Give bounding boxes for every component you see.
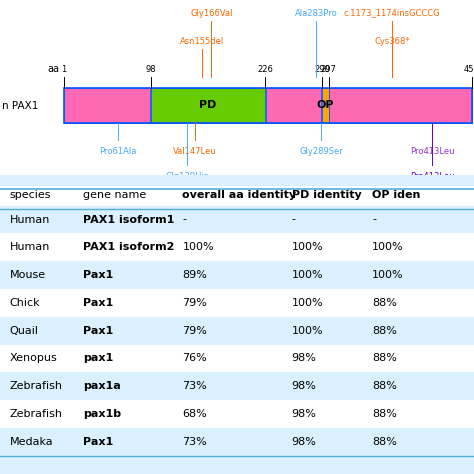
Text: pax1: pax1: [83, 354, 113, 364]
Text: Quail: Quail: [9, 326, 38, 336]
Text: PAX1 isoform1: PAX1 isoform1: [83, 215, 174, 225]
Text: PAX1 isoform2: PAX1 isoform2: [83, 242, 174, 252]
Text: 79%: 79%: [182, 298, 207, 308]
Bar: [0, 345, 474, 372]
Text: PD identity: PD identity: [292, 190, 361, 200]
Text: aa: aa: [47, 64, 59, 73]
Text: Pro413Leu: Pro413Leu: [410, 147, 455, 156]
Text: n PAX1: n PAX1: [2, 101, 39, 111]
Bar: [0, 206, 474, 234]
Text: Gly289Ser: Gly289Ser: [300, 147, 343, 156]
Text: 98%: 98%: [292, 409, 316, 419]
Text: 100%: 100%: [292, 326, 323, 336]
Bar: [0, 400, 474, 428]
Text: OP iden: OP iden: [372, 190, 420, 200]
Text: 88%: 88%: [372, 381, 397, 391]
Text: 297: 297: [320, 64, 337, 73]
Bar: [0, 261, 474, 289]
Text: Mouse: Mouse: [9, 270, 46, 280]
Text: 98%: 98%: [292, 354, 316, 364]
Text: 68%: 68%: [182, 409, 207, 419]
Text: Pax1: Pax1: [83, 437, 113, 447]
Text: Pro61Ala: Pro61Ala: [99, 147, 137, 156]
Text: 79%: 79%: [182, 326, 207, 336]
Text: 98: 98: [146, 64, 156, 73]
Text: OP: OP: [317, 100, 334, 110]
Text: Pro413Leu: Pro413Leu: [410, 172, 455, 181]
Text: Zebrafish: Zebrafish: [9, 381, 63, 391]
Text: Val147Leu: Val147Leu: [173, 147, 216, 156]
Text: 88%: 88%: [372, 298, 397, 308]
Bar: [0, 186, 474, 209]
Bar: [266, 88, 321, 123]
Text: 73%: 73%: [182, 437, 207, 447]
Text: 88%: 88%: [372, 354, 397, 364]
Bar: [0, 317, 474, 345]
Text: Asn155del: Asn155del: [180, 36, 224, 46]
Text: 100%: 100%: [372, 242, 404, 252]
Bar: [0, 428, 474, 456]
Bar: [64, 88, 472, 123]
Text: c.1173_1174insGCCCG: c.1173_1174insGCCCG: [344, 9, 440, 18]
Text: Zebrafish: Zebrafish: [9, 409, 63, 419]
Text: 98%: 98%: [292, 381, 316, 391]
Text: Xenopus: Xenopus: [9, 354, 57, 364]
Text: Human: Human: [9, 242, 50, 252]
Text: 1: 1: [61, 64, 67, 73]
Text: Ala283Pro: Ala283Pro: [295, 9, 337, 18]
Text: 457: 457: [464, 64, 474, 73]
Text: Chick: Chick: [9, 298, 40, 308]
Text: 226: 226: [257, 64, 273, 73]
Bar: [0, 372, 474, 400]
Text: 100%: 100%: [182, 242, 214, 252]
Text: species: species: [9, 190, 51, 200]
Text: 100%: 100%: [372, 270, 404, 280]
Text: Gly166Val: Gly166Val: [190, 9, 233, 18]
Text: Pax1: Pax1: [83, 270, 113, 280]
Bar: [0, 234, 474, 261]
Text: 100%: 100%: [292, 298, 323, 308]
Text: Pax1: Pax1: [83, 326, 113, 336]
Bar: [322, 88, 328, 123]
Text: 290: 290: [314, 64, 330, 73]
Bar: [151, 88, 265, 123]
Text: Gln139His: Gln139His: [166, 172, 209, 181]
Text: 76%: 76%: [182, 354, 207, 364]
Text: -: -: [372, 215, 376, 225]
Text: PD: PD: [199, 100, 217, 110]
Text: 89%: 89%: [182, 270, 207, 280]
Text: gene name: gene name: [83, 190, 146, 200]
Text: 100%: 100%: [292, 270, 323, 280]
Text: pax1a: pax1a: [83, 381, 121, 391]
Text: -: -: [182, 215, 186, 225]
Text: 73%: 73%: [182, 381, 207, 391]
Bar: [329, 88, 472, 123]
Bar: [64, 88, 150, 123]
Text: overall aa identity: overall aa identity: [182, 190, 297, 200]
Text: -: -: [292, 215, 295, 225]
Text: Human: Human: [9, 215, 50, 225]
Text: 88%: 88%: [372, 409, 397, 419]
Text: Pax1: Pax1: [83, 298, 113, 308]
Bar: [0, 289, 474, 317]
Text: pax1b: pax1b: [83, 409, 121, 419]
Text: 88%: 88%: [372, 326, 397, 336]
Text: 100%: 100%: [292, 242, 323, 252]
Text: 98%: 98%: [292, 437, 316, 447]
Text: Medaka: Medaka: [9, 437, 53, 447]
Text: 88%: 88%: [372, 437, 397, 447]
Text: Cys368*: Cys368*: [374, 36, 410, 46]
